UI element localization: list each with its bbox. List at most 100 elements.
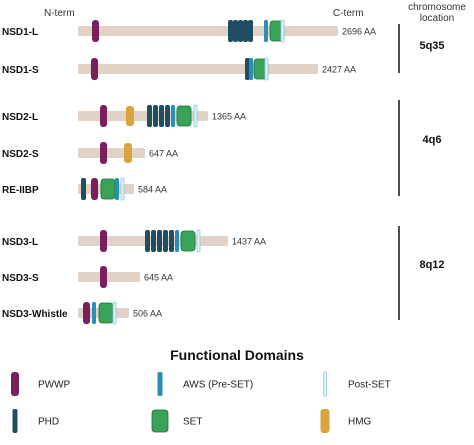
chromosome-group: 5q35 bbox=[398, 24, 445, 73]
legend-label: SET bbox=[183, 417, 202, 428]
protein-length: 1365 AA bbox=[212, 112, 246, 122]
legend-item-set: SET bbox=[151, 409, 202, 433]
phd-domain bbox=[228, 20, 233, 42]
legend-swatch bbox=[12, 409, 18, 433]
legend-item-aws: AWS (Pre-SET) bbox=[157, 372, 253, 396]
chromosome-label: 5q35 bbox=[419, 40, 444, 52]
legend-label: Post-SET bbox=[348, 380, 391, 391]
legend-label: HMG bbox=[348, 417, 372, 428]
phd-domain bbox=[245, 58, 250, 80]
phd-domain bbox=[165, 105, 170, 127]
chromosome-label: 8q12 bbox=[419, 259, 444, 271]
pwwp-domain bbox=[83, 302, 90, 324]
legend: Functional Domains PWWP AWS (Pre-SET) Post… bbox=[11, 347, 391, 433]
phd-domain bbox=[81, 178, 86, 200]
protein-name: RE-IIBP bbox=[2, 185, 39, 196]
aws-domain bbox=[115, 178, 119, 200]
protein-length: 506 AA bbox=[133, 309, 162, 319]
chromosome-locations: 5q35 4q6 8q12 bbox=[398, 24, 445, 320]
pwwp-domain bbox=[91, 58, 98, 80]
aws-domain bbox=[264, 20, 268, 42]
pwwp-domain bbox=[100, 105, 107, 127]
protein-length: 645 AA bbox=[144, 273, 173, 283]
set-domain bbox=[176, 105, 192, 127]
phd-domain bbox=[159, 105, 164, 127]
cterm-label: C-term bbox=[333, 8, 364, 19]
nterm-label: N-term bbox=[44, 8, 75, 19]
hmg-domain bbox=[124, 143, 132, 163]
phd-domain bbox=[243, 20, 248, 42]
protein-name: NSD2-S bbox=[2, 149, 39, 160]
legend-item-postset: Post-SET bbox=[323, 371, 391, 397]
set-domain bbox=[180, 230, 196, 252]
aws-domain bbox=[249, 58, 253, 80]
protein-row-nsd2-l: NSD2-L 1365 AA bbox=[2, 104, 246, 128]
pwwp-domain bbox=[100, 142, 107, 164]
legend-item-hmg: HMG bbox=[320, 409, 372, 433]
protein-name: NSD1-S bbox=[2, 65, 39, 76]
legend-item-phd: PHD bbox=[12, 409, 59, 433]
chromosome-header-line2: location bbox=[420, 13, 454, 24]
phd-domain bbox=[233, 20, 238, 42]
protein-row-nsd3-whistle: NSD3-Whistle 506 AA bbox=[2, 301, 162, 325]
legend-label: PWWP bbox=[38, 380, 71, 391]
postset-domain bbox=[264, 57, 269, 81]
postset-domain bbox=[120, 177, 125, 201]
phd-domain bbox=[248, 20, 253, 42]
pwwp-domain bbox=[100, 230, 107, 252]
aws-domain bbox=[92, 302, 96, 324]
protein-row-nsd3-l: NSD3-L 1437 AA bbox=[2, 229, 266, 253]
protein-length: 584 AA bbox=[138, 185, 167, 195]
protein-name: NSD2-L bbox=[2, 112, 38, 123]
protein-backbone bbox=[78, 64, 318, 74]
legend-label: PHD bbox=[38, 417, 59, 428]
postset-domain bbox=[112, 301, 117, 325]
protein-row-nsd1-s: NSD1-S 2427 AA bbox=[2, 57, 356, 81]
postset-domain bbox=[196, 229, 201, 253]
chromosome-group: 4q6 bbox=[398, 100, 442, 196]
protein-name: NSD1-L bbox=[2, 27, 38, 38]
phd-domain bbox=[145, 230, 150, 252]
chromosome-header-line1: chromosome bbox=[408, 2, 466, 13]
legend-swatch bbox=[11, 372, 19, 396]
protein-row-nsd3-s: NSD3-S 645 AA bbox=[2, 266, 173, 288]
set-domain bbox=[100, 178, 116, 200]
pwwp-domain bbox=[100, 266, 107, 288]
protein-backbone bbox=[78, 111, 208, 121]
phd-domain bbox=[147, 105, 152, 127]
protein-backbone bbox=[78, 26, 338, 36]
protein-name: NSD3-S bbox=[2, 273, 39, 284]
chromosome-label: 4q6 bbox=[423, 134, 442, 146]
aws-domain bbox=[175, 230, 179, 252]
legend-swatch bbox=[151, 409, 169, 433]
header: N-term C-term chromosome location bbox=[44, 2, 466, 24]
pwwp-domain bbox=[91, 178, 98, 200]
protein-name: NSD3-Whistle bbox=[2, 309, 68, 320]
phd-domain bbox=[151, 230, 156, 252]
legend-item-pwwp: PWWP bbox=[11, 372, 71, 396]
legend-swatch bbox=[323, 371, 327, 397]
aws-domain bbox=[171, 105, 175, 127]
protein-length: 1437 AA bbox=[232, 237, 266, 247]
protein-row-nsd1-l: NSD1-L 2696 AA bbox=[2, 19, 376, 43]
protein-length: 647 AA bbox=[149, 149, 178, 159]
legend-label: AWS (Pre-SET) bbox=[183, 380, 253, 391]
protein-name: NSD3-L bbox=[2, 237, 38, 248]
protein-length: 2427 AA bbox=[322, 65, 356, 75]
postset-domain bbox=[280, 19, 285, 43]
protein-row-re-iibp: RE-IIBP 584 AA bbox=[2, 177, 167, 201]
hmg-domain bbox=[126, 106, 134, 126]
legend-swatch bbox=[320, 409, 330, 433]
phd-domain bbox=[163, 230, 168, 252]
phd-domain bbox=[169, 230, 174, 252]
protein-backbone bbox=[78, 148, 145, 158]
protein-length: 2696 AA bbox=[342, 27, 376, 37]
protein-backbone bbox=[78, 272, 140, 282]
legend-swatch bbox=[157, 372, 163, 396]
chromosome-group: 8q12 bbox=[398, 226, 445, 320]
set-domain bbox=[98, 302, 114, 324]
phd-domain bbox=[238, 20, 243, 42]
phd-domain bbox=[157, 230, 162, 252]
